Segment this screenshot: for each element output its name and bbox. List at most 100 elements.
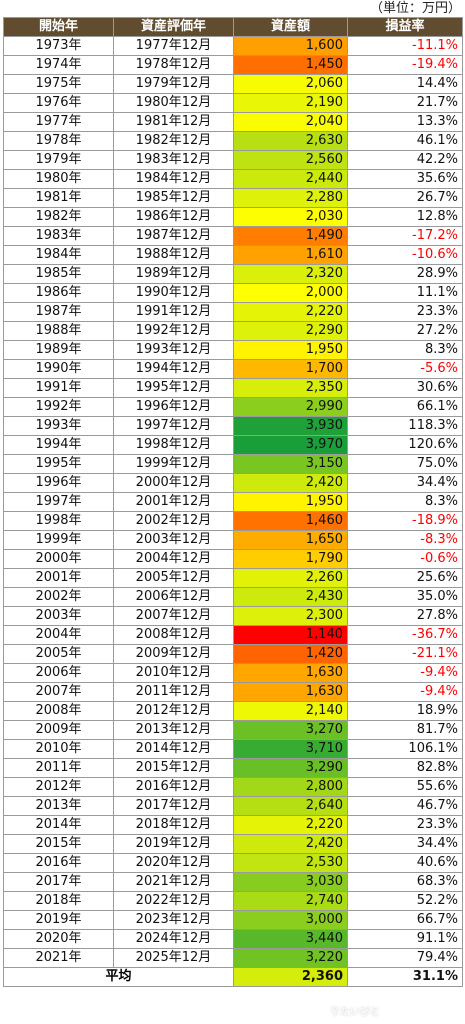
table-row: 1980年 1984年12月 2,440 35.6% — [3, 169, 463, 189]
table-row: 2012年 2016年12月 2,800 55.6% — [3, 777, 463, 797]
asset-value-cell: 3,000 — [233, 910, 348, 930]
start-year-cell: 2019年 — [3, 910, 114, 930]
start-year-cell: 1998年 — [3, 511, 114, 531]
profit-rate-cell: 68.3% — [347, 872, 463, 892]
table-row: 2018年 2022年12月 2,740 52.2% — [3, 891, 463, 911]
eval-year-cell: 1990年12月 — [113, 283, 234, 303]
table-row: 2021年 2025年12月 3,220 79.4% — [3, 948, 463, 968]
start-year-cell: 1986年 — [3, 283, 114, 303]
eval-year-cell: 2001年12月 — [113, 492, 234, 512]
asset-value-cell: 1,600 — [233, 36, 348, 56]
table-body: 1973年 1977年12月 1,600 -11.1% 1974年 1978年12月 1,4… — [3, 36, 463, 968]
table-row: 1999年 2003年12月 1,650 -8.3% — [3, 530, 463, 550]
start-year-cell: 1988年 — [3, 321, 114, 341]
eval-year-cell: 2009年12月 — [113, 644, 234, 664]
start-year-cell: 1974年 — [3, 55, 114, 75]
asset-value-cell: 3,150 — [233, 454, 348, 474]
profit-rate-cell: 66.7% — [347, 910, 463, 930]
table-row: 1986年 1990年12月 2,000 11.1% — [3, 283, 463, 303]
asset-value-cell: 2,740 — [233, 891, 348, 911]
eval-year-cell: 2007年12月 — [113, 606, 234, 626]
profit-rate-cell: 34.4% — [347, 473, 463, 493]
header-eval-year: 資産評価年 — [113, 17, 234, 37]
start-year-cell: 2015年 — [3, 834, 114, 854]
start-year-cell: 1981年 — [3, 188, 114, 208]
eval-year-cell: 2023年12月 — [113, 910, 234, 930]
table-row: 2008年 2012年12月 2,140 18.9% — [3, 701, 463, 721]
profit-rate-cell: 26.7% — [347, 188, 463, 208]
eval-year-cell: 1984年12月 — [113, 169, 234, 189]
profit-rate-cell: 27.8% — [347, 606, 463, 626]
table-row: 1996年 2000年12月 2,420 34.4% — [3, 473, 463, 493]
eval-year-cell: 1985年12月 — [113, 188, 234, 208]
asset-value-cell: 2,140 — [233, 701, 348, 721]
start-year-cell: 2013年 — [3, 796, 114, 816]
asset-value-cell: 1,630 — [233, 682, 348, 702]
table-row: 1974年 1978年12月 1,450 -19.4% — [3, 55, 463, 75]
table-row: 1993年 1997年12月 3,930 118.3% — [3, 416, 463, 436]
profit-rate-cell: 66.1% — [347, 397, 463, 417]
profit-rate-cell: 28.9% — [347, 264, 463, 284]
asset-value-cell: 2,030 — [233, 207, 348, 227]
profit-rate-cell: 40.6% — [347, 853, 463, 873]
asset-value-cell: 2,990 — [233, 397, 348, 417]
profit-rate-cell: 42.2% — [347, 150, 463, 170]
start-year-cell: 2020年 — [3, 929, 114, 949]
table-row: 1987年 1991年12月 2,220 23.3% — [3, 302, 463, 322]
eval-year-cell: 1997年12月 — [113, 416, 234, 436]
asset-value-cell: 1,650 — [233, 530, 348, 550]
eval-year-cell: 2017年12月 — [113, 796, 234, 816]
asset-value-cell: 2,300 — [233, 606, 348, 626]
eval-year-cell: 2010年12月 — [113, 663, 234, 683]
table-row: 1982年 1986年12月 2,030 12.8% — [3, 207, 463, 227]
start-year-cell: 1987年 — [3, 302, 114, 322]
asset-value-cell: 2,320 — [233, 264, 348, 284]
profit-rate-cell: -9.4% — [347, 663, 463, 683]
profit-rate-cell: 118.3% — [347, 416, 463, 436]
asset-value-cell: 1,790 — [233, 549, 348, 569]
header-start-year: 開始年 — [3, 17, 114, 37]
eval-year-cell: 2016年12月 — [113, 777, 234, 797]
start-year-cell: 2009年 — [3, 720, 114, 740]
asset-value-cell: 2,290 — [233, 321, 348, 341]
table-row: 2007年 2011年12月 1,630 -9.4% — [3, 682, 463, 702]
asset-value-cell: 2,220 — [233, 815, 348, 835]
eval-year-cell: 1979年12月 — [113, 74, 234, 94]
profit-rate-cell: 35.6% — [347, 169, 463, 189]
eval-year-cell: 1987年12月 — [113, 226, 234, 246]
start-year-cell: 1993年 — [3, 416, 114, 436]
table-row: 2017年 2021年12月 3,030 68.3% — [3, 872, 463, 892]
eval-year-cell: 1986年12月 — [113, 207, 234, 227]
table-row: 1995年 1999年12月 3,150 75.0% — [3, 454, 463, 474]
start-year-cell: 2007年 — [3, 682, 114, 702]
start-year-cell: 1978年 — [3, 131, 114, 151]
asset-value-cell: 2,040 — [233, 112, 348, 132]
start-year-cell: 1985年 — [3, 264, 114, 284]
profit-rate-cell: 106.1% — [347, 739, 463, 759]
table-row: 2002年 2006年12月 2,430 35.0% — [3, 587, 463, 607]
eval-year-cell: 2021年12月 — [113, 872, 234, 892]
table-row: 1975年 1979年12月 2,060 14.4% — [3, 74, 463, 94]
eval-year-cell: 2020年12月 — [113, 853, 234, 873]
eval-year-cell: 2003年12月 — [113, 530, 234, 550]
profit-rate-cell: -5.6% — [347, 359, 463, 379]
start-year-cell: 1989年 — [3, 340, 114, 360]
table-row: 2000年 2004年12月 1,790 -0.6% — [3, 549, 463, 569]
asset-value-cell: 3,290 — [233, 758, 348, 778]
table-row: 1991年 1995年12月 2,350 30.6% — [3, 378, 463, 398]
asset-table: 開始年 資産評価年 資産額 損益率 1973年 1977年12月 1,600 -11.… — [3, 17, 463, 987]
profit-rate-cell: -21.1% — [347, 644, 463, 664]
asset-value-cell: 2,800 — [233, 777, 348, 797]
profit-rate-cell: 120.6% — [347, 435, 463, 455]
start-year-cell: 2021年 — [3, 948, 114, 968]
table-row: 2009年 2013年12月 3,270 81.7% — [3, 720, 463, 740]
profit-rate-cell: 21.7% — [347, 93, 463, 113]
table-row: 2011年 2015年12月 3,290 82.8% — [3, 758, 463, 778]
start-year-cell: 1983年 — [3, 226, 114, 246]
profit-rate-cell: 23.3% — [347, 302, 463, 322]
start-year-cell: 2016年 — [3, 853, 114, 873]
eval-year-cell: 1982年12月 — [113, 131, 234, 151]
table-row: 2006年 2010年12月 1,630 -9.4% — [3, 663, 463, 683]
average-row: 平均 2,360 31.1% — [3, 967, 463, 987]
profit-rate-cell: -36.7% — [347, 625, 463, 645]
